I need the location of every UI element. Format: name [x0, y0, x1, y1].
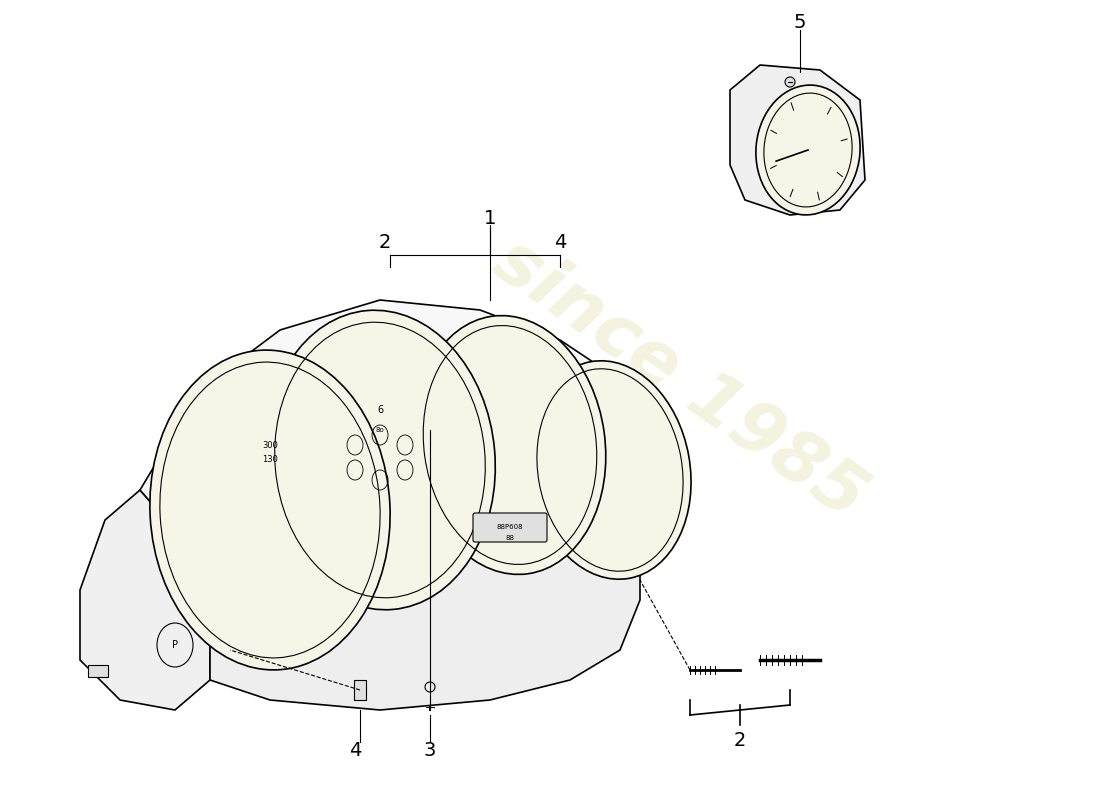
- Bar: [88, 665, 108, 677]
- Bar: [354, 680, 366, 700]
- Text: 8o: 8o: [375, 427, 384, 433]
- Ellipse shape: [785, 77, 795, 87]
- Text: 2: 2: [378, 233, 392, 251]
- Ellipse shape: [150, 350, 390, 670]
- Text: P: P: [172, 640, 178, 650]
- Text: 2: 2: [734, 730, 746, 750]
- Text: 4: 4: [349, 741, 361, 759]
- Polygon shape: [730, 65, 865, 215]
- Ellipse shape: [265, 310, 495, 610]
- Text: 88: 88: [506, 535, 515, 541]
- Text: 130: 130: [262, 455, 278, 465]
- Text: since 1985: since 1985: [481, 226, 879, 534]
- Ellipse shape: [415, 315, 606, 574]
- Text: 4: 4: [553, 233, 566, 251]
- Polygon shape: [80, 490, 210, 710]
- Ellipse shape: [529, 361, 691, 579]
- Text: 300: 300: [262, 441, 278, 450]
- Polygon shape: [210, 430, 640, 710]
- FancyBboxPatch shape: [473, 513, 547, 542]
- Ellipse shape: [756, 85, 860, 215]
- Polygon shape: [140, 300, 640, 530]
- Text: 1: 1: [484, 209, 496, 227]
- Text: 6: 6: [377, 405, 383, 415]
- Text: 88P608: 88P608: [497, 524, 524, 530]
- Text: 5: 5: [794, 13, 806, 31]
- Text: 3: 3: [424, 741, 437, 759]
